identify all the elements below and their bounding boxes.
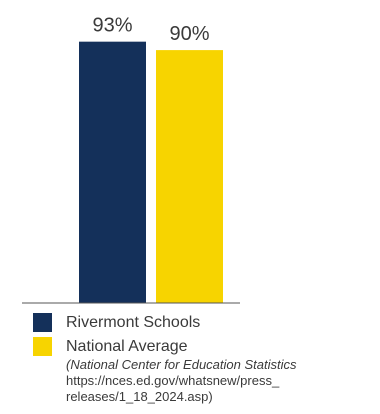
legend-label-rivermont: Rivermont Schools bbox=[66, 313, 201, 331]
legend-swatch-rivermont bbox=[33, 313, 52, 332]
source-organization: (National Center for Education Statistic… bbox=[66, 357, 297, 372]
source-citation: (National Center for Education Statistic… bbox=[66, 357, 297, 405]
source-url-line-2: releases/1_18_2024.asp) bbox=[66, 389, 213, 404]
bar-rivermont bbox=[79, 41, 146, 304]
bars-group bbox=[79, 41, 223, 304]
legend-label-national: National Average bbox=[66, 337, 188, 355]
source-url-line-1: https://nces.ed.gov/whatsnew/press_ bbox=[66, 373, 280, 388]
bar-national bbox=[156, 50, 223, 303]
data-label-rivermont: 93% bbox=[92, 15, 132, 37]
legend-item-rivermont: Rivermont Schools bbox=[33, 313, 200, 332]
data-label-national: 90% bbox=[169, 23, 209, 45]
legend-swatch-national bbox=[33, 337, 52, 356]
bar-chart: 93% 90% bbox=[22, 15, 240, 304]
data-labels-group: 93% 90% bbox=[92, 15, 209, 45]
legend-item-national: National Average bbox=[33, 337, 188, 356]
